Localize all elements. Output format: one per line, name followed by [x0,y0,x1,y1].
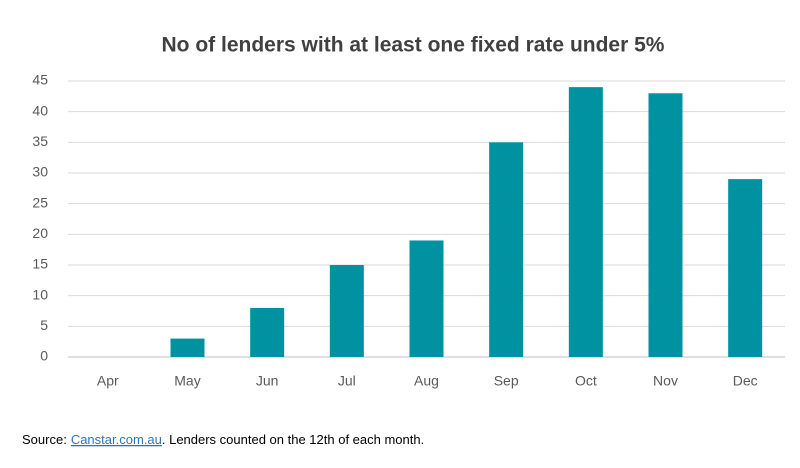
source-text: . Lenders counted on the 12th of each mo… [162,432,424,447]
y-tick-label: 15 [32,256,48,272]
bar [170,338,205,357]
chart-title: No of lenders with at least one fixed ra… [162,34,665,57]
x-tick-label: Jun [256,373,279,389]
source-link[interactable]: Canstar.com.au [71,432,162,447]
bar [648,93,683,358]
y-tick-label: 20 [32,225,48,241]
x-tick-label: May [174,373,200,389]
bar [250,307,285,357]
y-tick-label: 5 [40,317,48,333]
x-tick-label: Apr [97,373,119,389]
y-tick-label: 25 [32,194,48,210]
y-tick-label: 10 [32,286,48,302]
y-tick-label: 35 [32,133,48,149]
x-tick-label: Dec [733,373,758,389]
bar [568,87,603,357]
x-tick-label: Sep [494,373,519,389]
x-tick-label: Nov [653,373,678,389]
y-tick-label: 45 [32,72,48,88]
source-note: Source: Canstar.com.au. Lenders counted o… [22,432,424,447]
x-tick-label: Oct [575,373,597,389]
bar [329,265,364,357]
source-prefix: Source: [22,432,67,447]
y-tick-label: 0 [40,348,48,364]
bar [409,240,444,357]
y-tick-label: 30 [32,164,48,180]
y-tick-label: 40 [32,102,48,118]
bar [489,142,524,357]
x-tick-label: Aug [414,373,439,389]
bar [728,179,763,357]
x-tick-label: Jul [338,373,356,389]
